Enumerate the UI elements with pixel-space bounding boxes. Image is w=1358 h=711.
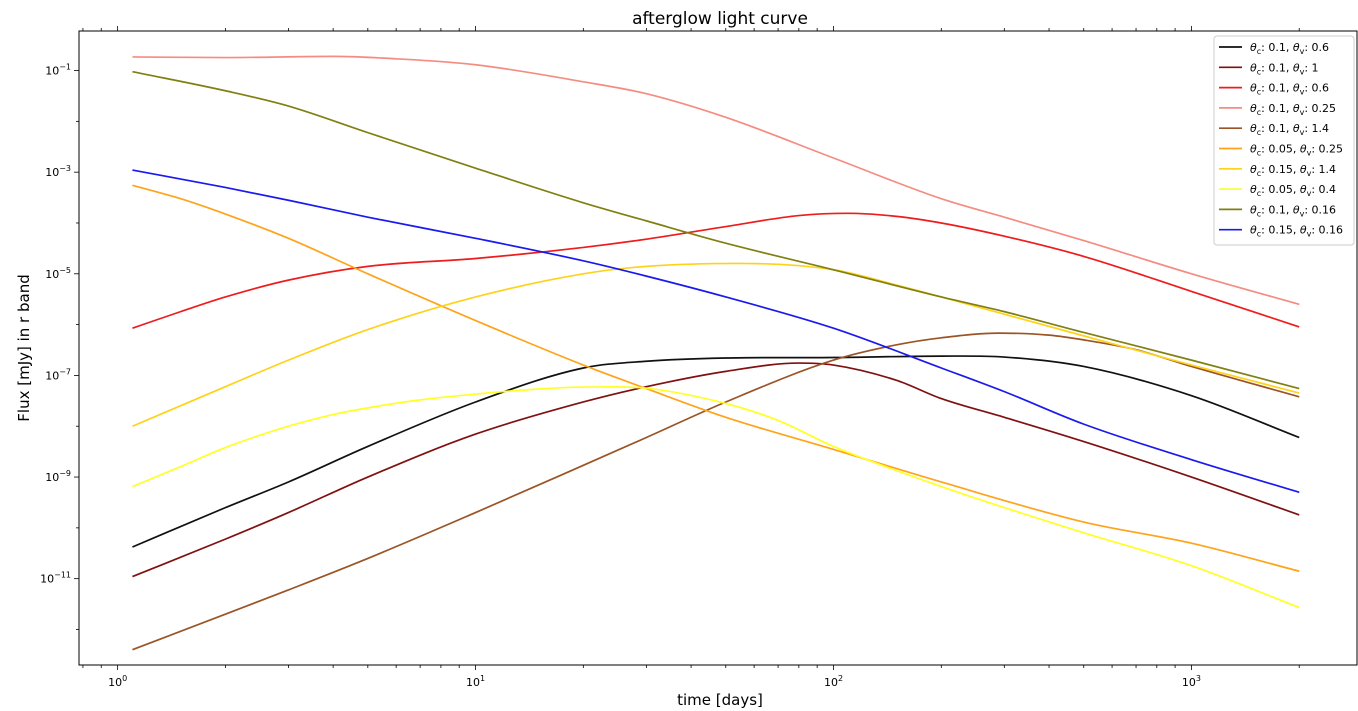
legend-label-9: θc: 0.1, θv: 0.16 [1250,203,1336,218]
y-axis: 10−11 10−9 10−7 10−5 10−3 10−1 [40,63,79,630]
x-tick-label: 102 [824,674,843,689]
y-tick-label: 10−1 [45,63,71,78]
legend-label-4: θc: 0.1, θv: 0.25 [1250,102,1336,117]
series-line-6 [132,184,1300,573]
chart-title: afterglow light curve [632,9,808,29]
x-axis: 100 101 102 103 [82,26,1300,689]
series-layer [132,55,1300,651]
series-line-3 [132,212,1300,329]
series-line-5 [132,332,1300,651]
legend-label-2: θc: 0.1, θv: 1 [1250,61,1319,76]
legend: θc: 0.1, θv: 0.6 θc: 0.1, θv: 1 θc: 0.1, θ… [1213,35,1355,246]
legend-label-6: θc: 0.05, θv: 0.25 [1250,143,1343,158]
legend-label-7: θc: 0.15, θv: 1.4 [1250,163,1336,178]
x-axis-title: time [days] [677,691,763,709]
legend-box [1213,35,1355,246]
series-line-4 [132,55,1300,306]
y-tick-label: 10−5 [45,266,71,281]
x-tick-label: 101 [466,674,485,689]
legend-label-3: θc: 0.1, θv: 0.6 [1250,82,1329,97]
series-line-7 [132,262,1300,428]
legend-label-8: θc: 0.05, θv: 0.4 [1250,183,1336,198]
series-line-1 [132,355,1300,548]
y-tick-label: 10−9 [45,469,71,484]
legend-label-10: θc: 0.15, θv: 0.16 [1250,224,1343,239]
series-line-2 [132,362,1300,578]
legend-label-1: θc: 0.1, θv: 0.6 [1250,41,1329,56]
x-tick-label: 103 [1182,674,1201,689]
y-tick-label: 10−11 [40,571,71,586]
y-tick-label: 10−7 [45,367,71,382]
x-tick-label: 100 [108,674,127,689]
y-axis-title: Flux [mJy] in r band [15,274,33,421]
series-line-9 [132,70,1300,390]
legend-label-5: θc: 0.1, θv: 1.4 [1250,122,1329,137]
series-line-8 [132,385,1300,609]
series-line-10 [132,169,1300,494]
plot-frame [78,30,1358,666]
y-tick-label: 10−3 [45,164,71,179]
